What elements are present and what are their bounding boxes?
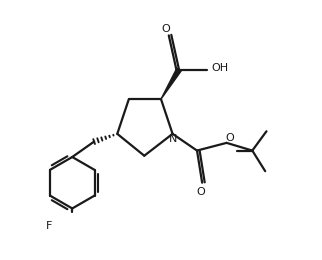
Text: O: O: [162, 24, 171, 34]
Text: O: O: [196, 187, 205, 197]
Text: N: N: [168, 134, 177, 144]
Text: F: F: [46, 221, 52, 231]
Polygon shape: [161, 68, 181, 99]
Text: O: O: [225, 133, 234, 143]
Text: OH: OH: [212, 63, 229, 73]
